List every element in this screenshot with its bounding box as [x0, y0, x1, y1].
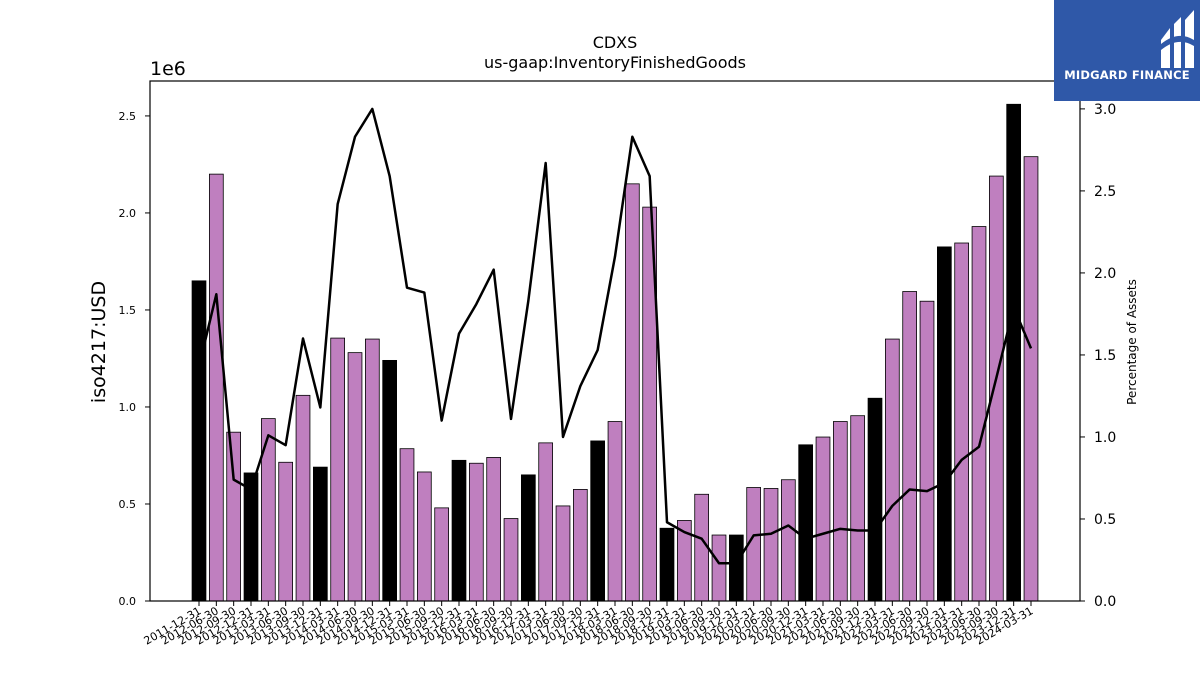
percentage-of-assets-line [197, 107, 1033, 565]
bar-2022-03-31 [885, 338, 900, 602]
bar-2014-12-31 [382, 359, 398, 602]
bar-2013-06-30 [278, 461, 294, 602]
bar-2014-06-30 [347, 352, 363, 602]
y-tick-label: 1.0 [119, 401, 137, 414]
bar-2016-06-30 [486, 457, 502, 602]
bar-2015-09-30 [434, 507, 450, 602]
bar-2024-03-31 [1023, 156, 1039, 602]
bar-2020-06-30 [763, 488, 779, 602]
bar-2023-09-30 [989, 175, 1004, 602]
y2-tick-label: 1.0 [1094, 430, 1116, 446]
bar-2021-09-30 [850, 415, 865, 602]
bar-2019-12-31 [729, 534, 744, 602]
bars-group [191, 103, 1039, 602]
y-offset-label: 1e6 [150, 58, 186, 80]
bar-2017-12-31 [590, 440, 605, 602]
logo-text: MIDGARD FINANCE [1064, 68, 1190, 82]
bar-2021-06-30 [833, 421, 848, 602]
midgard-finance-logo: MIDGARD FINANCE [1054, 0, 1200, 101]
bar-2020-12-31 [798, 444, 813, 602]
bar-2012-09-30 [226, 431, 241, 602]
bar-2017-09-30 [573, 489, 588, 602]
bar-2023-12-31 [1006, 103, 1021, 602]
y2-tick-label: 1.5 [1094, 348, 1116, 364]
bar-2015-12-31 [451, 459, 467, 602]
bar-2016-09-30 [503, 518, 519, 602]
chart-subtitle: us-gaap:InventoryFinishedGoods [484, 53, 746, 72]
bar-2011-12-31 [191, 280, 207, 602]
y-tick-label: 1.5 [119, 304, 137, 317]
y-tick-label: 2.5 [119, 110, 137, 123]
bar-2012-06-30 [208, 173, 224, 602]
axes-group: 0.00.51.01.52.02.50.00.51.01.52.02.53.02… [119, 102, 1117, 648]
bar-2021-12-31 [867, 397, 883, 602]
plot-frame [149, 80, 1081, 602]
bar-2014-03-31 [330, 337, 346, 602]
bar-2020-09-30 [781, 479, 796, 602]
bar-2022-06-30 [902, 291, 917, 602]
y-tick-label: 2.0 [119, 207, 137, 220]
bar-2015-03-31 [399, 448, 415, 602]
bar-2013-12-31 [312, 466, 328, 602]
y-axis-label: iso4217:USD [88, 281, 110, 403]
bar-2019-09-30 [711, 534, 727, 602]
chart-title: CDXS [593, 33, 638, 52]
bar-2013-03-31 [260, 418, 276, 602]
y2-tick-label: 0.0 [1094, 594, 1116, 610]
y2-axis-label: Percentage of Assets [1125, 279, 1139, 405]
bar-2023-03-31 [954, 242, 969, 602]
bar-2014-09-30 [364, 338, 380, 602]
bar-2022-12-31 [937, 246, 952, 602]
line-group [197, 107, 1033, 565]
bar-2018-06-30 [625, 183, 640, 602]
logo-mark-icon [1161, 10, 1194, 68]
y2-tick-label: 2.5 [1094, 184, 1116, 200]
bar-2023-06-30 [971, 226, 987, 602]
bar-2016-12-31 [521, 474, 536, 602]
y-tick-label: 0.5 [119, 498, 137, 511]
bar-2017-03-31 [538, 442, 553, 602]
y2-tick-label: 2.0 [1094, 266, 1116, 282]
bar-2016-03-31 [468, 462, 484, 602]
bar-2017-06-30 [555, 505, 571, 602]
bar-2021-03-31 [815, 436, 831, 602]
bar-2013-09-30 [295, 394, 311, 602]
bar-2018-12-31 [659, 527, 675, 602]
y2-tick-label: 0.5 [1094, 512, 1116, 528]
y2-tick-label: 3.0 [1094, 102, 1116, 118]
bar-2018-03-31 [607, 421, 623, 602]
bar-2015-06-30 [416, 471, 432, 602]
bar-2022-09-30 [919, 300, 935, 602]
bar-2012-12-31 [243, 472, 259, 602]
y-tick-label: 0.0 [119, 595, 137, 608]
